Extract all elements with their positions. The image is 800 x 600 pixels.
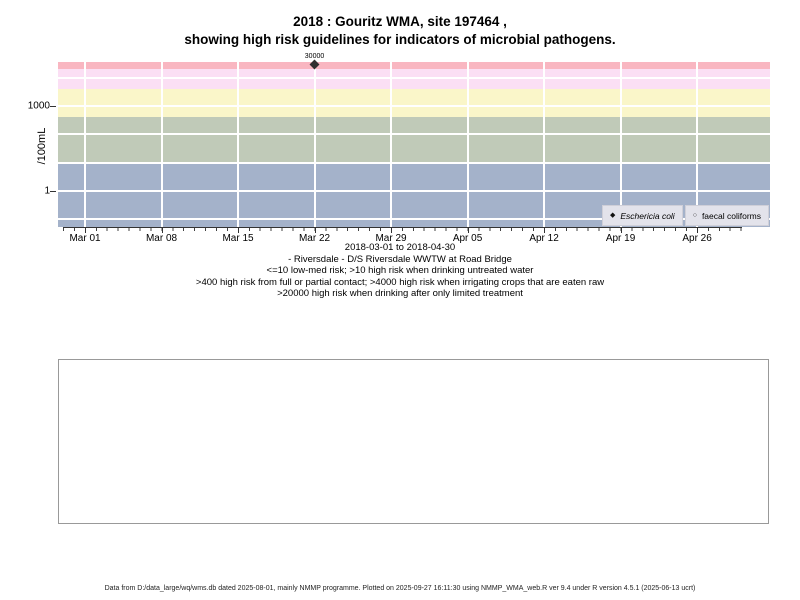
x-major-tick xyxy=(314,228,316,233)
legend-item-ecoli: ◆ Eschericia coli xyxy=(601,205,683,226)
filled-diamond-icon: ◆ xyxy=(609,212,616,219)
x-tick-label: Mar 15 xyxy=(222,233,254,244)
x-major-tick xyxy=(467,228,469,233)
v-gridline xyxy=(313,62,316,227)
chart-title-line2: showing high risk guidelines for indicat… xyxy=(184,32,616,47)
axis-subtitle-block: 2018-03-01 to 2018-04-30 - Riversdale - … xyxy=(0,242,800,300)
x-tick-label: Mar 29 xyxy=(375,233,407,244)
x-axis-minor-ticks xyxy=(63,228,742,231)
v-gridline xyxy=(619,62,622,227)
x-tick-label: Mar 22 xyxy=(298,233,331,244)
x-major-tick xyxy=(391,228,393,233)
legend-label-faecal-coliforms: faecal coliforms xyxy=(701,210,761,221)
risk-band xyxy=(58,62,770,70)
empty-second-plot-panel xyxy=(58,359,769,524)
x-tick-label: Apr 26 xyxy=(682,233,712,244)
h-gridline xyxy=(58,218,770,221)
v-gridline xyxy=(696,62,699,227)
x-major-tick xyxy=(238,228,240,233)
x-tick-label: Apr 05 xyxy=(452,233,483,244)
y-tick-label: 1000 xyxy=(27,100,50,112)
v-gridline xyxy=(160,62,163,227)
x-major-tick xyxy=(620,228,622,233)
h-gridline xyxy=(58,76,770,79)
h-gridline xyxy=(58,133,770,136)
h-gridline xyxy=(58,161,770,164)
chart-title: 2018 : Gouritz WMA, site 197464 , showin… xyxy=(0,13,800,49)
risk-band xyxy=(58,117,770,163)
h-gridline xyxy=(58,105,770,107)
legend-label-ecoli: Eschericia coli xyxy=(620,210,675,221)
risk-band xyxy=(58,88,770,118)
risk-note-2: >400 high risk from full or partial cont… xyxy=(195,276,605,288)
risk-note-3: >20000 high risk when drinking after onl… xyxy=(277,288,523,300)
risk-band xyxy=(58,69,770,89)
legend-item-faecal-coliforms: ○ faecal coliforms xyxy=(684,205,769,226)
x-tick-label: Mar 01 xyxy=(69,233,101,244)
x-major-tick xyxy=(544,228,546,233)
risk-note-1: <=10 low-med risk; >10 high risk when dr… xyxy=(266,265,534,277)
h-gridline xyxy=(58,190,770,192)
chart-title-line1: 2018 : Gouritz WMA, site 197464 , xyxy=(293,14,507,29)
x-tick-label: Mar 08 xyxy=(145,233,178,244)
risk-band-chart: 30000 /100mL 1000 1 Mar 01 Mar 08 Mar 15 Mar… xyxy=(28,53,770,244)
y-axis-tick xyxy=(50,106,56,107)
v-gridline xyxy=(390,62,393,227)
footer-provenance-text: Data from D:/data_large/wq/wms.db dated … xyxy=(104,585,696,592)
y-axis-title: /100mL xyxy=(36,127,48,165)
data-point-value-label: 30000 xyxy=(304,53,325,61)
chart-legend: ◆ Eschericia coli ○ faecal coliforms xyxy=(601,205,769,226)
y-axis-tick xyxy=(50,191,56,192)
y-tick-label: 1 xyxy=(44,185,50,197)
v-gridline xyxy=(84,62,86,227)
x-tick-label: Apr 19 xyxy=(605,233,636,244)
v-gridline xyxy=(466,62,469,227)
open-circle-icon: ○ xyxy=(692,212,697,219)
v-gridline xyxy=(543,62,546,227)
x-major-tick xyxy=(697,228,699,233)
x-major-tick xyxy=(161,228,163,233)
v-gridline xyxy=(237,62,240,227)
site-description: - Riversdale - D/S Riversdale WWTW at Ro… xyxy=(288,253,512,265)
x-axis-line xyxy=(63,227,742,228)
x-tick-label: Apr 12 xyxy=(529,233,559,244)
date-range-label: 2018-03-01 to 2018-04-30 xyxy=(344,242,456,253)
x-major-tick xyxy=(85,228,86,233)
